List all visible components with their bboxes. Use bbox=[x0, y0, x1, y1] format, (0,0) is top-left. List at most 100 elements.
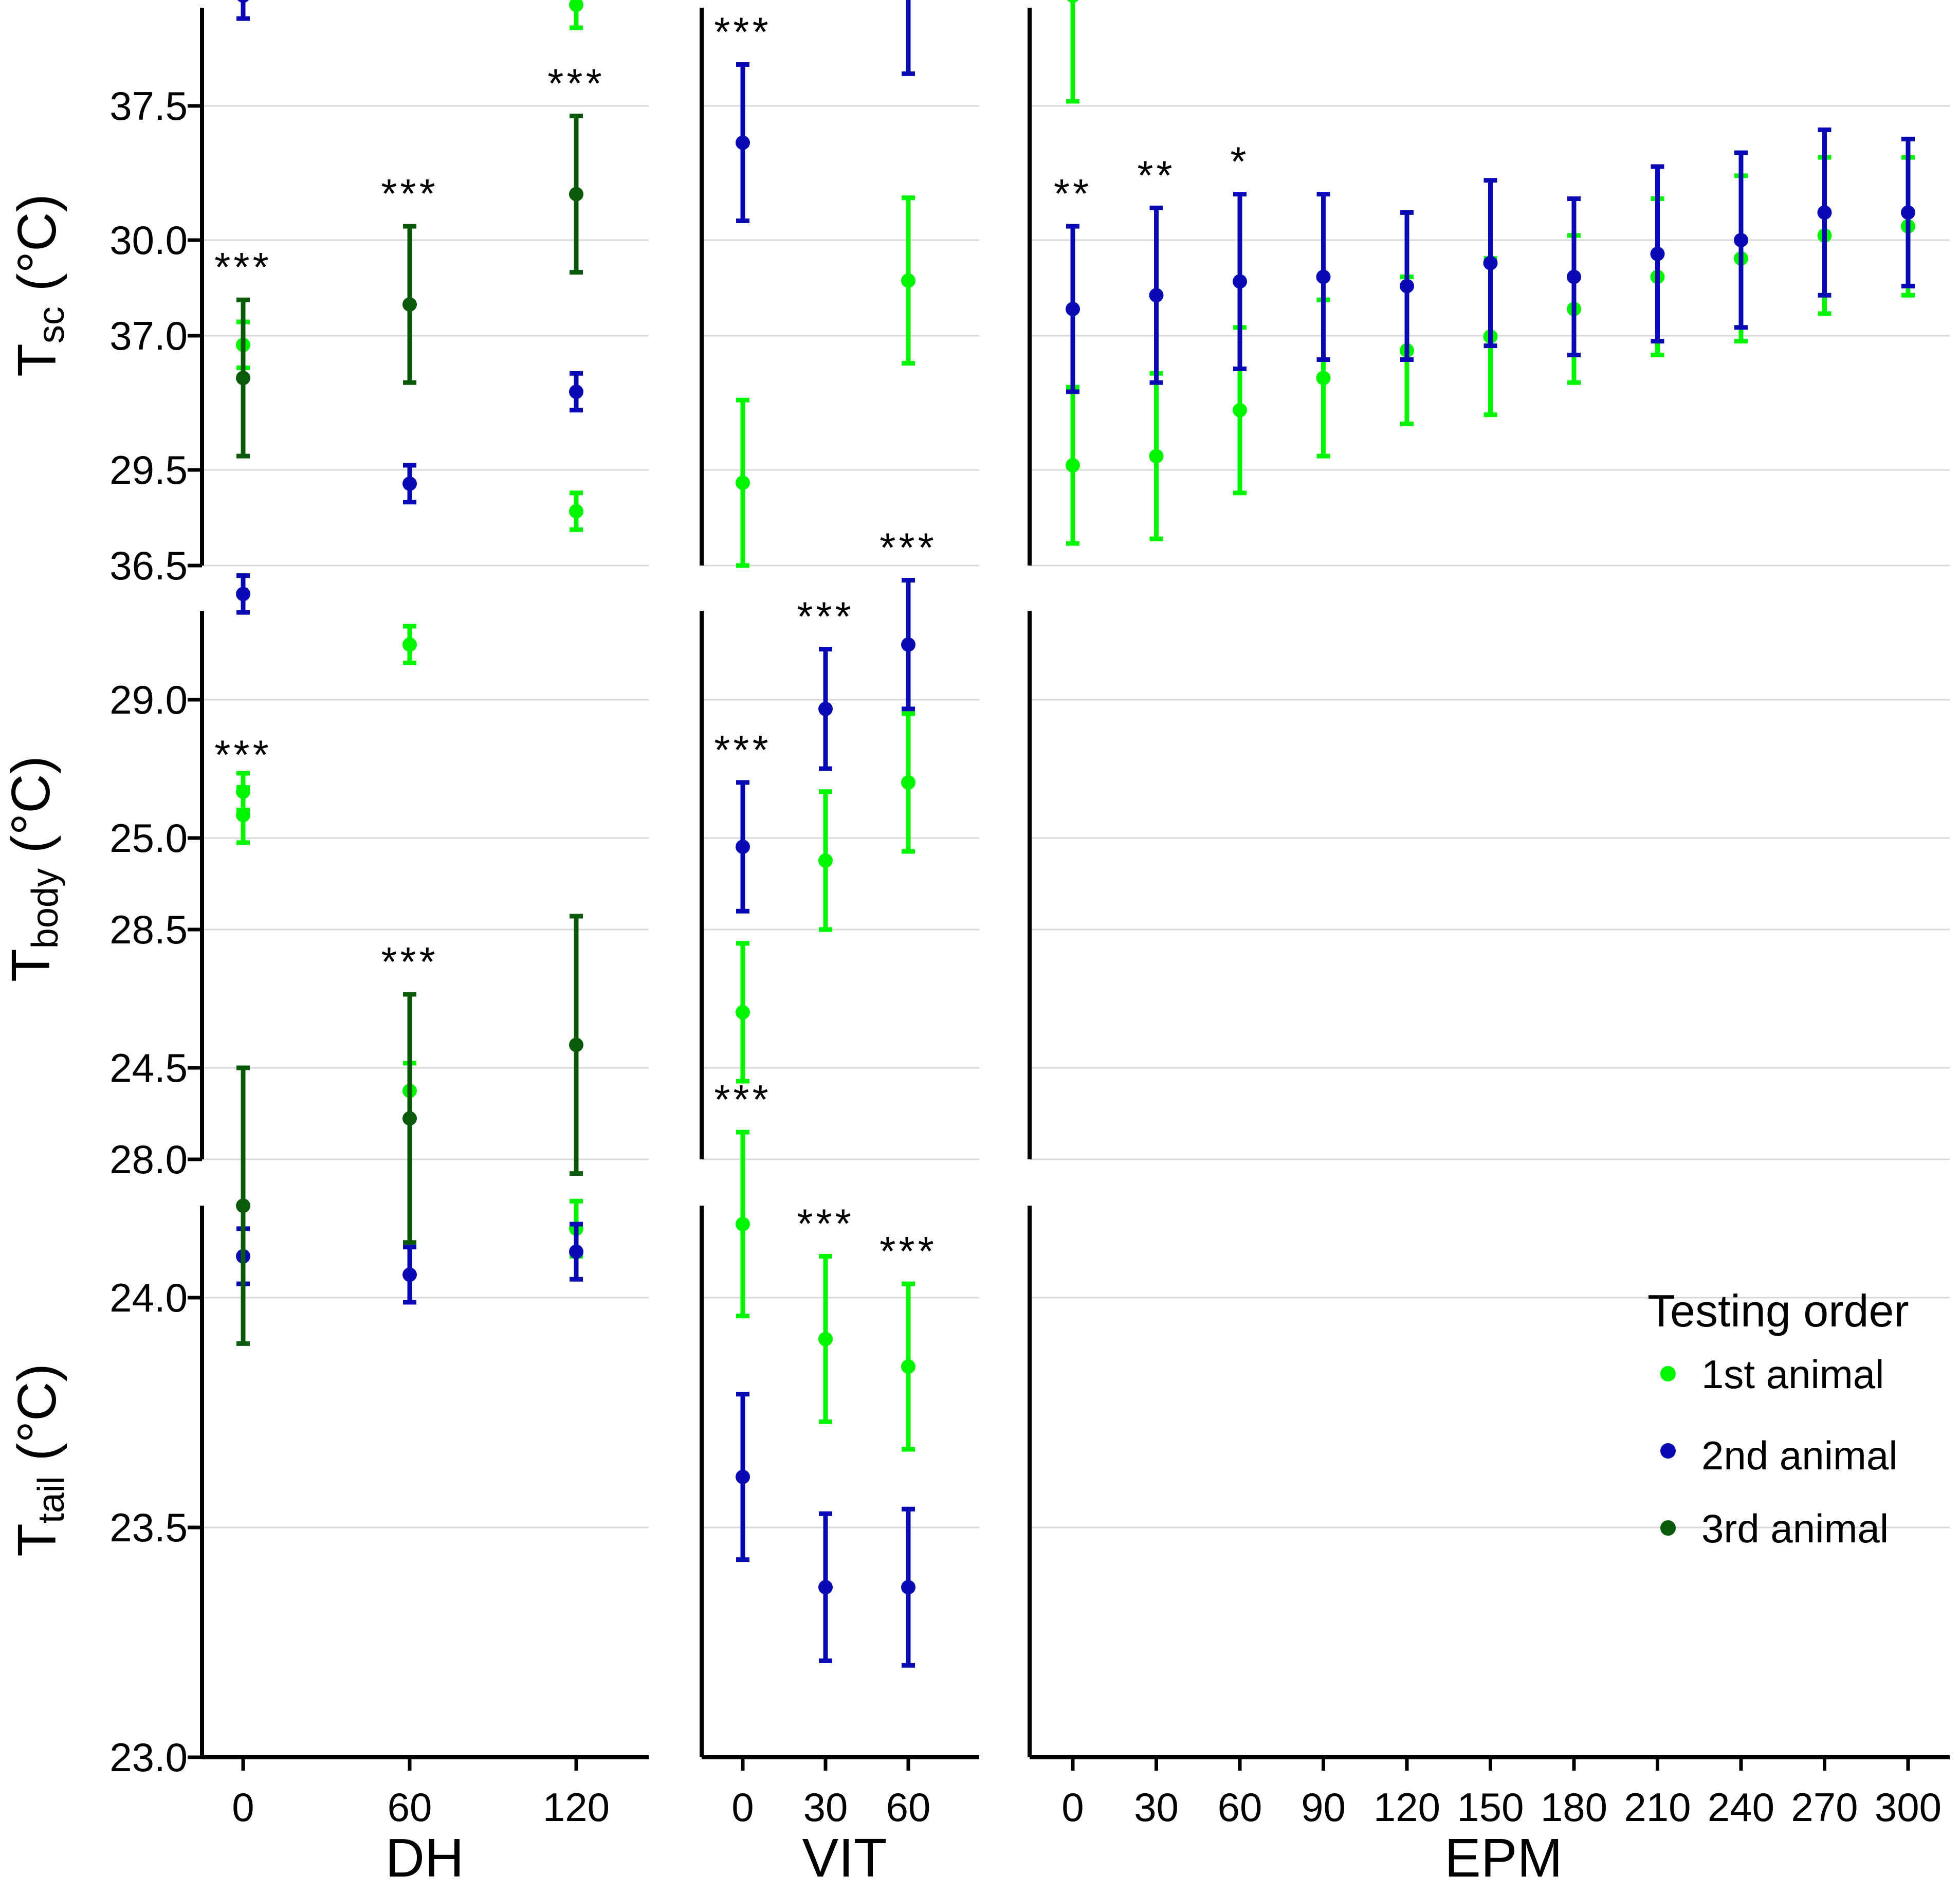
y-tick-label: 37.5 bbox=[109, 83, 188, 129]
significance-label: *** bbox=[381, 171, 438, 216]
x-axis-title-dh: DH bbox=[385, 1828, 464, 1888]
significance-label: *** bbox=[714, 727, 771, 773]
y-tick-label: 23.5 bbox=[109, 1505, 188, 1550]
legend-label-1st-animal: 1st animal bbox=[1701, 1352, 1884, 1397]
legend-title: Testing order bbox=[1647, 1285, 1909, 1336]
significance-label: *** bbox=[214, 244, 271, 290]
axes: 36.537.037.538.038.528.028.529.029.530.0… bbox=[109, 8, 1950, 1830]
point-2nd-animal bbox=[402, 1267, 417, 1282]
y-tick-label: 28.5 bbox=[109, 907, 188, 952]
x-axis-title-vit: VIT bbox=[802, 1828, 887, 1888]
significance-label: *** bbox=[880, 1228, 937, 1274]
point-1st-animal bbox=[736, 1005, 750, 1020]
y-tick-label: 36.5 bbox=[109, 543, 188, 588]
point-1st-animal bbox=[736, 476, 750, 490]
significance-label: ** bbox=[1137, 152, 1175, 198]
x-tick-label: 180 bbox=[1541, 1785, 1607, 1830]
significance-label: *** bbox=[214, 732, 271, 778]
significance-label: *** bbox=[797, 1201, 854, 1247]
point-2nd-animal bbox=[569, 1244, 583, 1259]
point-2nd-animal bbox=[901, 1580, 915, 1595]
significance-label: *** bbox=[381, 939, 438, 985]
point-2nd-animal bbox=[1316, 269, 1331, 284]
point-2nd-animal bbox=[736, 840, 750, 854]
y-tick-label: 24.0 bbox=[109, 1275, 188, 1320]
point-1st-animal bbox=[569, 504, 583, 519]
y-tick-label: 30.0 bbox=[109, 217, 188, 263]
x-tick-label: 240 bbox=[1708, 1785, 1774, 1830]
point-1st-animal bbox=[569, 0, 583, 12]
data-marks bbox=[236, 0, 1915, 1668]
point-2nd-animal bbox=[1149, 288, 1164, 303]
x-tick-label: 150 bbox=[1457, 1785, 1524, 1830]
point-2nd-animal bbox=[1650, 246, 1665, 261]
legend: Testing order 1st animal 2nd animal 3rd … bbox=[1647, 1285, 1909, 1551]
y-tick-label: 23.0 bbox=[109, 1735, 188, 1780]
point-2nd-animal bbox=[1066, 302, 1080, 317]
point-2nd-animal bbox=[402, 476, 417, 491]
point-1st-animal bbox=[901, 775, 915, 790]
y-tick-label: 29.0 bbox=[109, 677, 188, 722]
point-3rd-animal bbox=[402, 297, 417, 312]
significance-label: * bbox=[1230, 139, 1249, 185]
point-2nd-animal bbox=[1901, 205, 1915, 220]
point-2nd-animal bbox=[569, 385, 583, 399]
legend-marker-1st-animal bbox=[1660, 1366, 1676, 1381]
y-axis-title-row1: Tsc (°C) bbox=[7, 194, 72, 377]
y-tick-label: 24.5 bbox=[109, 1045, 188, 1090]
x-tick-label: 0 bbox=[1061, 1785, 1084, 1830]
point-2nd-animal bbox=[1734, 233, 1748, 247]
point-1st-animal bbox=[818, 1332, 833, 1346]
x-tick-label: 30 bbox=[803, 1785, 848, 1830]
point-2nd-animal bbox=[1567, 269, 1581, 284]
point-3rd-animal bbox=[236, 1198, 250, 1213]
point-1st-animal bbox=[1149, 449, 1164, 464]
legend-marker-2nd-animal bbox=[1660, 1443, 1676, 1459]
x-tick-label: 210 bbox=[1624, 1785, 1691, 1830]
point-1st-animal bbox=[1316, 371, 1331, 386]
y-axis-title-row2: Tbody (°C) bbox=[1, 756, 66, 982]
significance-label: ** bbox=[1054, 171, 1092, 216]
y-tick-label: 28.0 bbox=[109, 1137, 188, 1182]
legend-marker-3rd-animal bbox=[1660, 1520, 1676, 1536]
point-3rd-animal bbox=[402, 1111, 417, 1126]
point-2nd-animal bbox=[818, 1580, 833, 1595]
x-tick-label: 300 bbox=[1875, 1785, 1941, 1830]
x-tick-label: 270 bbox=[1791, 1785, 1858, 1830]
y-tick-label: 37.0 bbox=[109, 313, 188, 358]
significance-label: *** bbox=[714, 9, 771, 55]
point-2nd-animal bbox=[1483, 256, 1498, 270]
point-2nd-animal bbox=[901, 637, 915, 652]
point-2nd-animal bbox=[1817, 205, 1832, 220]
point-1st-animal bbox=[736, 1216, 750, 1231]
significance-label: *** bbox=[880, 525, 937, 571]
x-tick-label: 30 bbox=[1134, 1785, 1179, 1830]
point-3rd-animal bbox=[569, 1037, 583, 1052]
point-1st-animal bbox=[1067, 0, 1079, 3]
point-2nd-animal bbox=[1400, 279, 1414, 294]
point-2nd-animal bbox=[736, 135, 750, 150]
y-axis-title-row3: Ttail (°C) bbox=[7, 1363, 72, 1557]
point-1st-animal bbox=[1233, 403, 1247, 417]
legend-label-3rd-animal: 3rd animal bbox=[1701, 1506, 1889, 1551]
significance-label: *** bbox=[797, 594, 854, 640]
point-2nd-animal bbox=[1233, 274, 1247, 289]
point-1st-animal bbox=[236, 808, 250, 823]
point-2nd-animal bbox=[237, 0, 249, 3]
x-tick-label: 0 bbox=[232, 1785, 254, 1830]
point-1st-animal bbox=[402, 637, 417, 652]
point-1st-animal bbox=[818, 853, 833, 868]
significance-label: *** bbox=[714, 1077, 771, 1122]
point-2nd-animal bbox=[736, 1469, 750, 1484]
y-tick-label: 29.5 bbox=[109, 447, 188, 493]
x-tick-label: 120 bbox=[1373, 1785, 1440, 1830]
x-tick-label: 90 bbox=[1301, 1785, 1346, 1830]
x-tick-label: 60 bbox=[1218, 1785, 1262, 1830]
point-1st-animal bbox=[901, 273, 915, 288]
x-tick-label: 60 bbox=[886, 1785, 931, 1830]
point-1st-animal bbox=[1066, 458, 1080, 473]
legend-label-2nd-animal: 2nd animal bbox=[1701, 1433, 1898, 1478]
x-tick-label: 60 bbox=[388, 1785, 432, 1830]
